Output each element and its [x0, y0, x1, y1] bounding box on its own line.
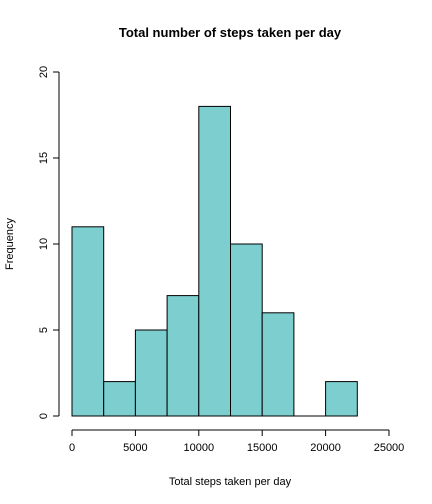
x-axis: 0 5000 10000 15000 20000 25000: [69, 429, 405, 454]
x-tick-label-2: 10000: [184, 442, 215, 454]
x-axis-label: Total steps taken per day: [169, 476, 292, 488]
bars-group: [71, 105, 358, 417]
chart-title: Total number of steps taken per day: [119, 25, 342, 40]
x-tick-label-4: 20000: [310, 442, 341, 454]
histogram-bar-1: [103, 381, 136, 417]
histogram-bar-0: [71, 226, 105, 417]
y-tick-label-0: 0: [38, 413, 50, 419]
histogram-bar-5: [230, 243, 263, 417]
y-tick-label-3: 15: [38, 152, 50, 164]
y-axis: 0 5 10 15 20: [38, 66, 60, 419]
histogram-bar-4: [198, 105, 232, 417]
x-tick-label-0: 0: [69, 442, 75, 454]
x-tick-label-1: 5000: [123, 442, 147, 454]
histogram-bar-6: [261, 312, 295, 417]
y-axis-label: Frequency: [4, 218, 16, 270]
x-tick-label-5: 25000: [374, 442, 405, 454]
y-tick-label-2: 10: [38, 238, 50, 250]
y-tick-label-4: 20: [38, 66, 50, 78]
x-tick-label-3: 15000: [247, 442, 278, 454]
histogram-bar-8: [325, 381, 358, 417]
histogram-bar-2: [134, 329, 168, 417]
histogram-bar-3: [166, 295, 200, 417]
y-tick-label-1: 5: [38, 327, 50, 333]
